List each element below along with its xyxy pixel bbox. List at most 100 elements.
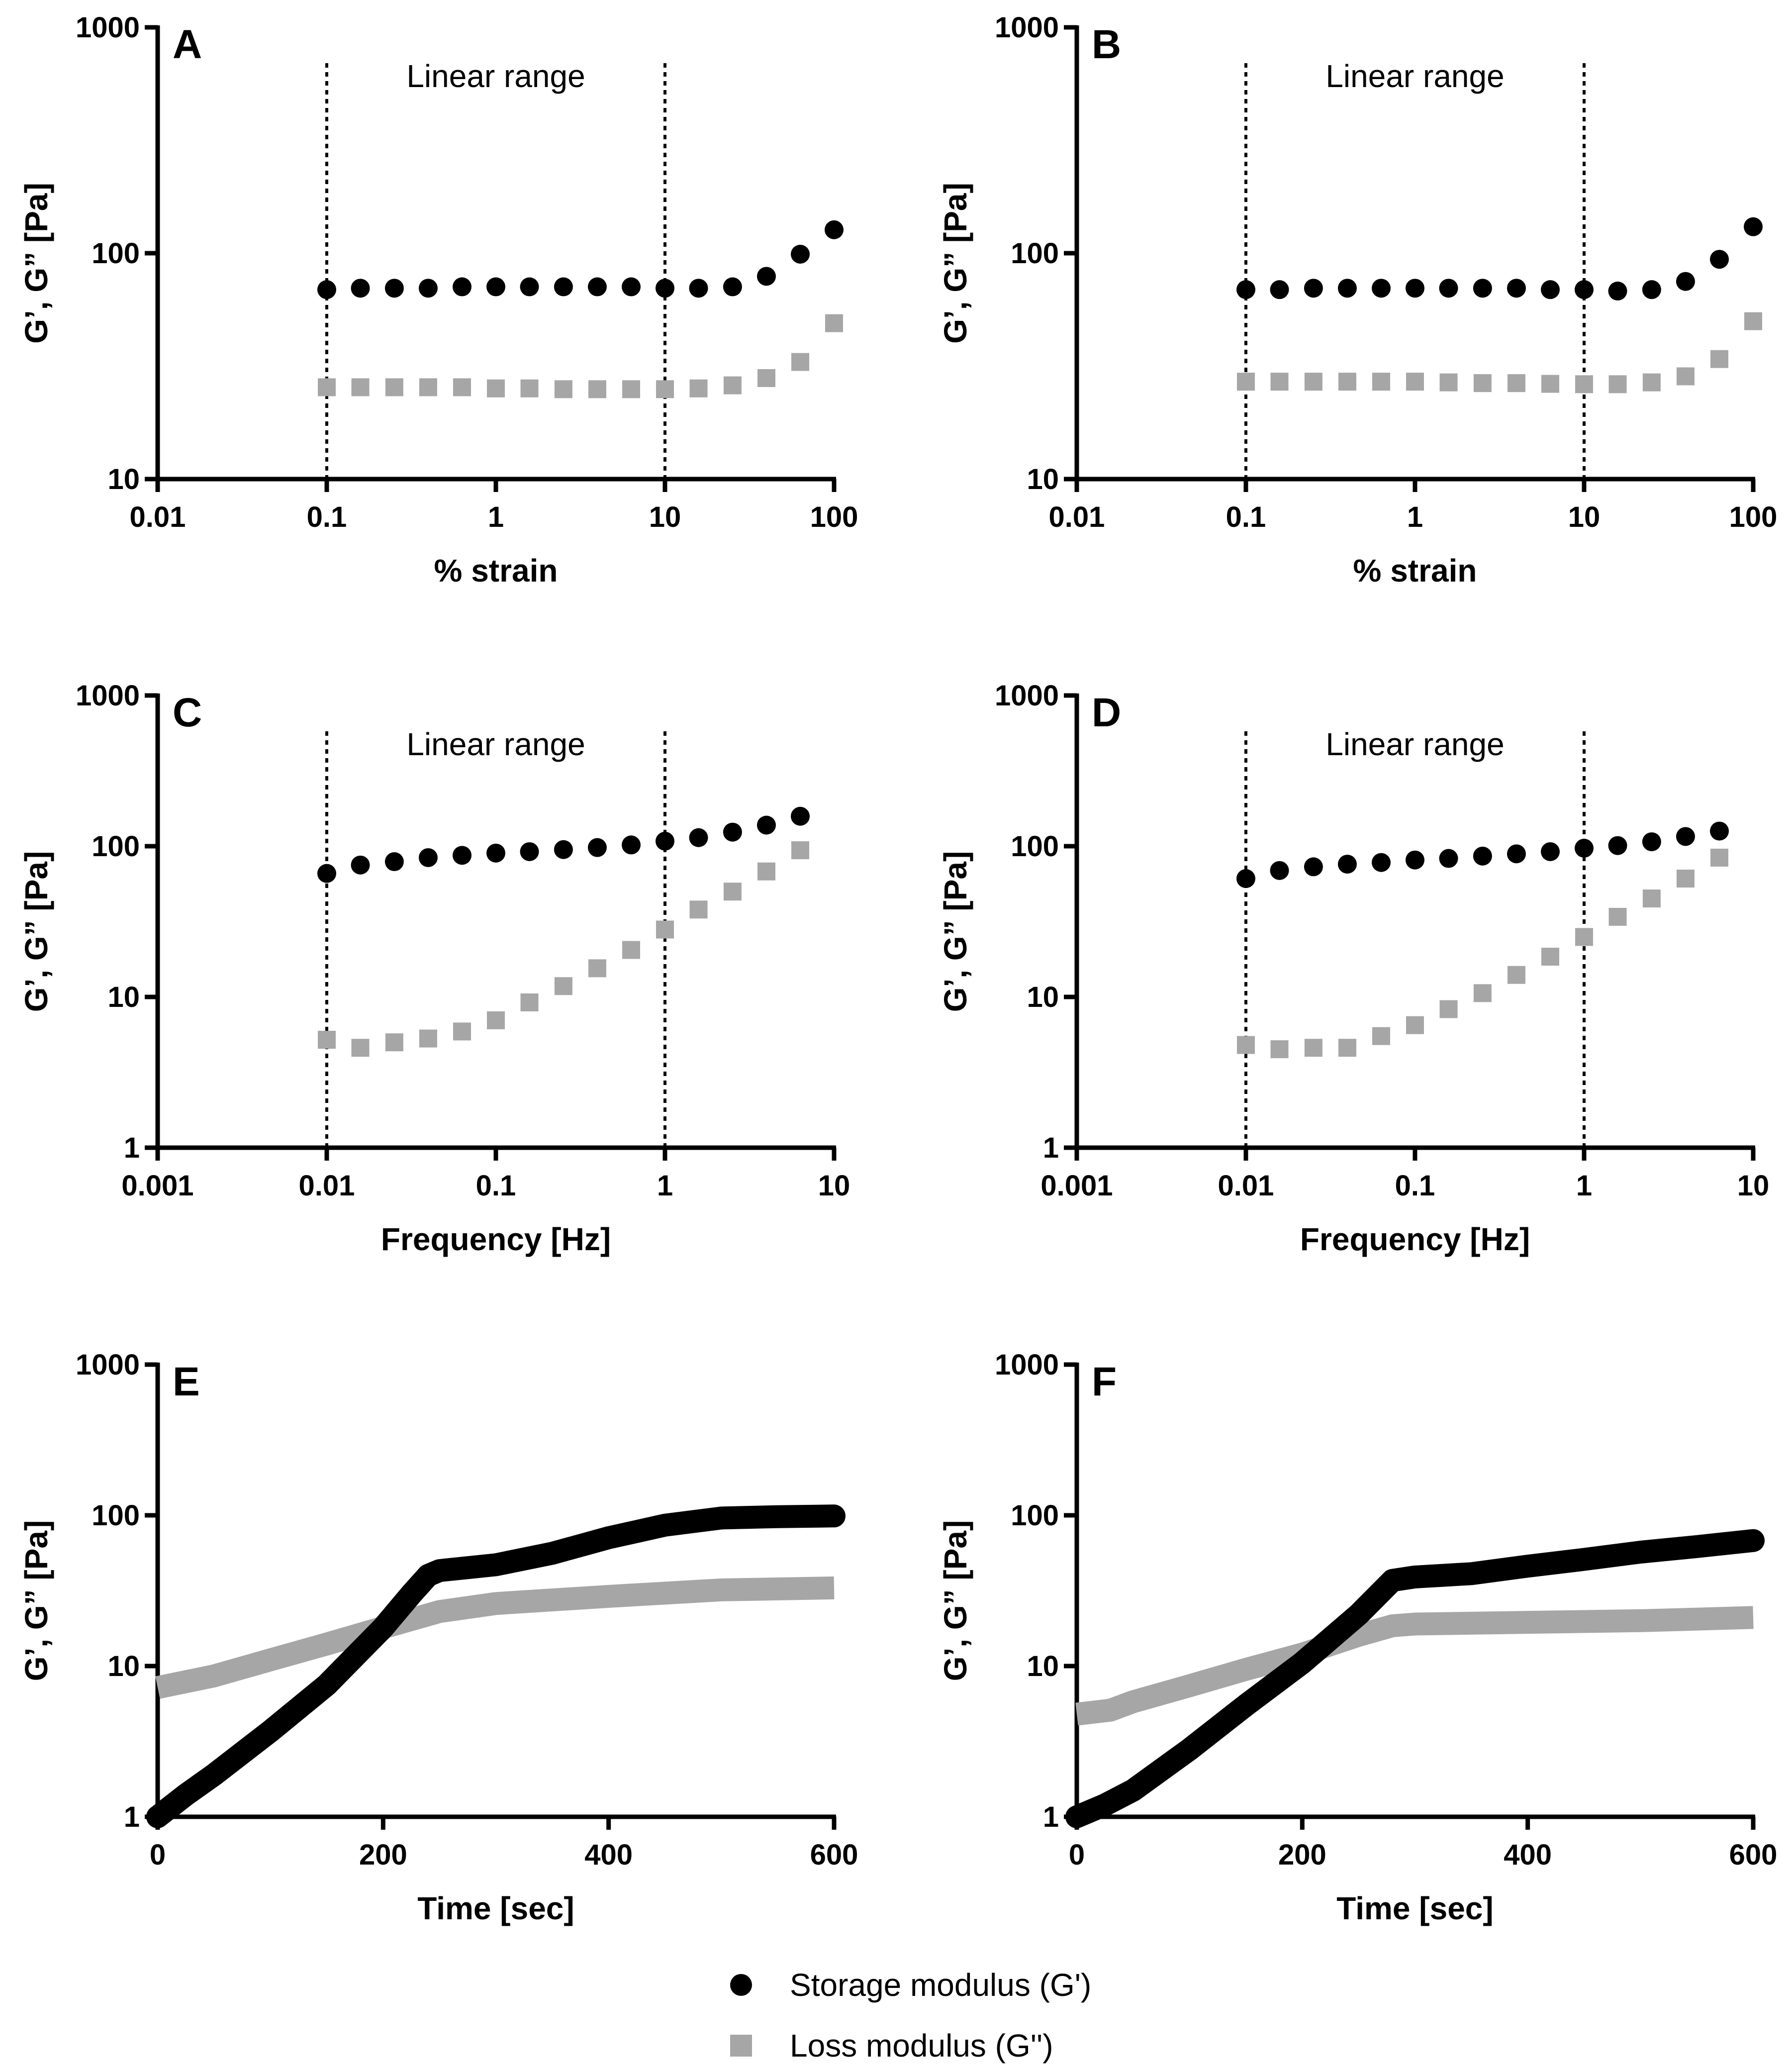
storage-modulus-point [351, 279, 370, 298]
storage-modulus-point [622, 835, 641, 855]
loss-modulus-point [1338, 1039, 1356, 1057]
loss-modulus-line [155, 1576, 835, 1699]
storage-modulus-point [1744, 217, 1763, 236]
storage-modulus-point [1507, 279, 1526, 298]
y-tick-label: 10 [1027, 463, 1059, 495]
linear-range-label: Linear range [1325, 58, 1504, 94]
panel-letter: E [173, 1359, 200, 1404]
loss-modulus-point [791, 353, 810, 371]
chart-panel-a: 10 100 1000 0.01 0.1 1 10 100 % strain G’, G” [Pa… [18, 11, 858, 589]
storage-modulus-point [520, 277, 539, 296]
loss-modulus-point [1338, 373, 1356, 391]
x-tick-label: 0.01 [130, 501, 186, 533]
loss-modulus-point [1710, 848, 1729, 867]
storage-modulus-point [1507, 844, 1526, 864]
legend-loss-marker [730, 2035, 752, 2057]
y-tick-label: 100 [1011, 1499, 1059, 1532]
loss-modulus-point [723, 376, 742, 395]
x-tick-label: 0.1 [307, 501, 347, 533]
y-tick-label: 1000 [995, 11, 1059, 44]
x-tick-label: 100 [810, 501, 858, 533]
linear-range-label: Linear range [406, 726, 585, 762]
storage-modulus-point [689, 828, 708, 847]
chart-panel-f: 1 10 100 1000 0 200 400 600 Time [sec] G’, G” [Pa… [938, 1349, 1777, 1926]
loss-modulus-point [351, 1039, 370, 1057]
loss-modulus-point [689, 379, 708, 397]
storage-modulus-point [622, 277, 641, 296]
loss-modulus-point [1372, 373, 1391, 391]
storage-modulus-point [1337, 279, 1357, 298]
storage-modulus-point [587, 838, 607, 857]
storage-modulus-point [554, 840, 573, 859]
y-tick-label: 100 [1011, 237, 1059, 270]
panel-letter: F [1092, 1359, 1117, 1404]
loss-modulus-point [487, 379, 505, 397]
storage-modulus-point [1473, 846, 1492, 866]
storage-modulus-line [1065, 1529, 1765, 1828]
x-tick-label: 0.1 [1395, 1170, 1435, 1202]
x-tick-label: 1 [657, 1170, 673, 1202]
storage-modulus-point [317, 280, 336, 299]
storage-modulus-point [1337, 855, 1357, 874]
loss-modulus-point [689, 900, 708, 919]
storage-modulus-point [1372, 853, 1391, 872]
x-tick-label: 100 [1729, 501, 1778, 533]
loss-modulus-point [1237, 1036, 1255, 1054]
y-tick-label: 100 [92, 1499, 140, 1532]
x-tick-label: 1 [1407, 501, 1423, 533]
loss-modulus-point [520, 993, 539, 1011]
storage-modulus-point [1439, 279, 1458, 298]
storage-modulus-point [656, 279, 674, 298]
x-axis-title: Time [sec] [417, 1890, 574, 1926]
x-tick-label: 1 [1576, 1170, 1592, 1202]
y-tick-label: 10 [1027, 981, 1059, 1013]
loss-modulus-point [1676, 367, 1695, 386]
x-tick-label: 0 [150, 1839, 166, 1871]
y-tick-label: 1 [1043, 1801, 1059, 1833]
loss-modulus-point [723, 883, 742, 901]
storage-modulus-point [351, 855, 370, 875]
x-tick-label: 0.1 [1226, 501, 1266, 533]
storage-modulus-point [689, 279, 708, 298]
storage-modulus-line [146, 1504, 846, 1828]
x-tick-label: 0.01 [299, 1170, 355, 1202]
loss-modulus-point [453, 378, 471, 396]
loss-modulus-point [318, 378, 336, 396]
loss-modulus-point [1237, 373, 1255, 391]
loss-modulus-point [487, 1011, 505, 1029]
y-tick-label: 100 [1011, 830, 1059, 863]
storage-modulus-point [1270, 280, 1289, 299]
x-tick-label: 200 [1278, 1839, 1326, 1871]
y-tick-label: 1000 [76, 1349, 140, 1381]
storage-modulus-point [453, 277, 472, 296]
storage-modulus-point [1541, 280, 1560, 299]
storage-modulus-point [1642, 280, 1661, 299]
y-tick-label: 1 [124, 1801, 140, 1833]
storage-modulus-point [554, 277, 573, 296]
storage-modulus-point [1575, 280, 1594, 299]
storage-modulus-point [1608, 836, 1627, 855]
y-axis-title: G’, G” [Pa] [938, 1520, 973, 1681]
storage-modulus-point [756, 267, 776, 286]
y-tick-label: 10 [1027, 1650, 1059, 1682]
loss-modulus-point [588, 380, 606, 398]
storage-modulus-point [656, 831, 674, 851]
x-tick-label: 0.01 [1218, 1170, 1274, 1202]
x-tick-label: 0.1 [476, 1170, 516, 1202]
loss-modulus-point [554, 380, 572, 398]
loss-modulus-point [1608, 375, 1627, 394]
legend: Storage modulus (G') Loss modulus (G'') [730, 1967, 1091, 2064]
loss-modulus-point [1575, 375, 1593, 394]
storage-modulus-point [1642, 832, 1661, 852]
x-tick-label: 0.001 [121, 1170, 193, 1202]
y-axis-title: G’, G” [Pa] [18, 851, 54, 1012]
x-axis-title: Frequency [Hz] [381, 1221, 611, 1257]
y-axis-title: G’, G” [Pa] [938, 851, 973, 1012]
loss-modulus-point [825, 314, 843, 332]
x-tick-label: 400 [1504, 1839, 1552, 1871]
loss-modulus-point [1642, 889, 1661, 908]
storage-modulus-point [486, 277, 505, 296]
legend-storage-marker [730, 1974, 752, 1996]
storage-modulus-point [453, 846, 472, 865]
